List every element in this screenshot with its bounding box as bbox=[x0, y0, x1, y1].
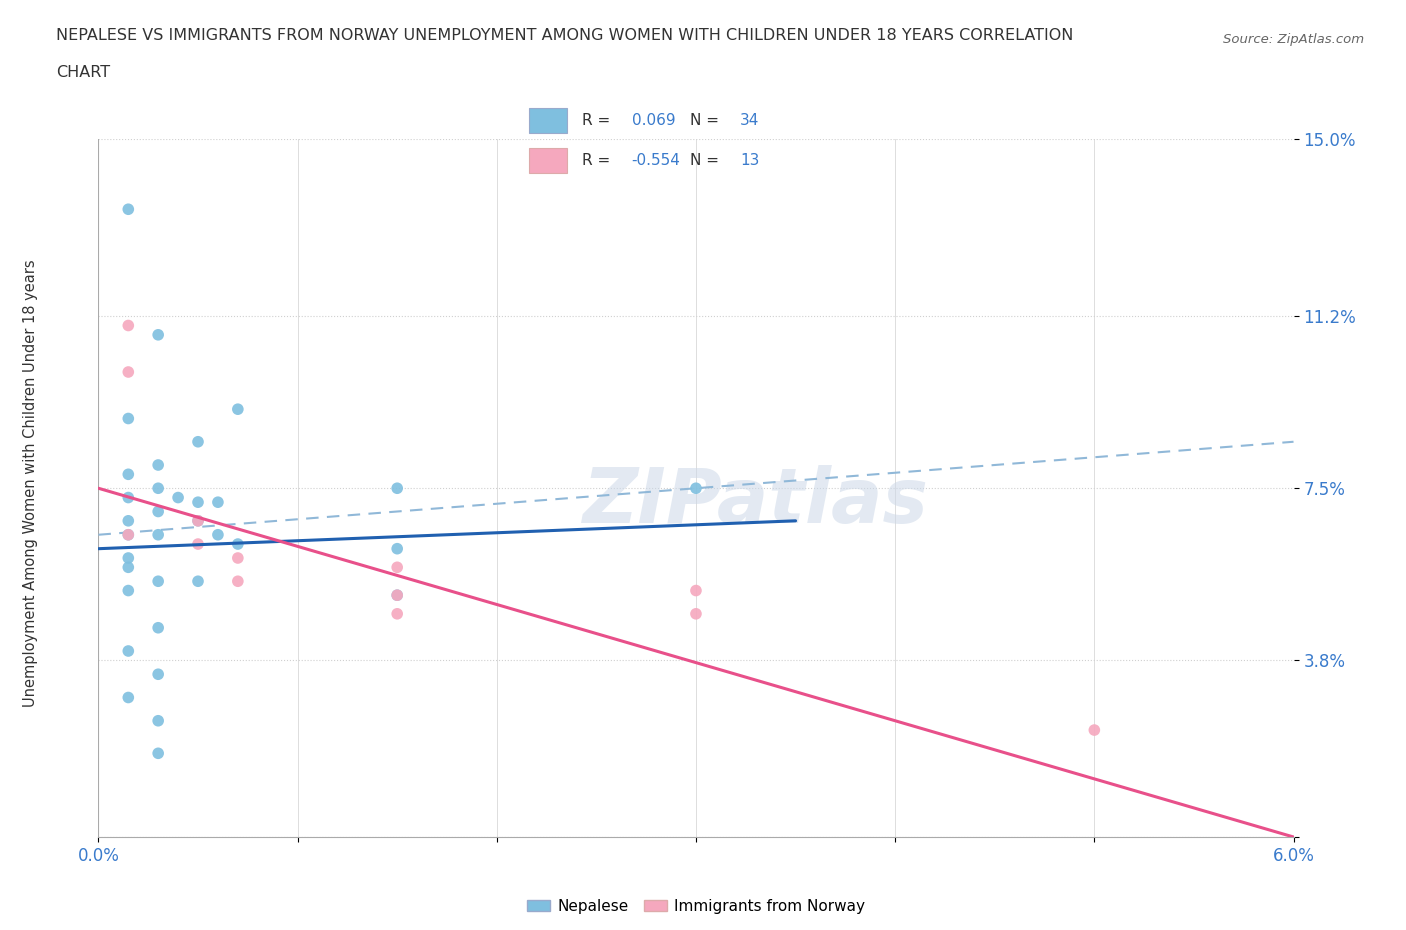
Text: 13: 13 bbox=[740, 153, 759, 168]
Text: NEPALESE VS IMMIGRANTS FROM NORWAY UNEMPLOYMENT AMONG WOMEN WITH CHILDREN UNDER : NEPALESE VS IMMIGRANTS FROM NORWAY UNEMP… bbox=[56, 28, 1074, 43]
Text: N =: N = bbox=[690, 153, 720, 168]
Point bbox=[685, 583, 707, 598]
Point bbox=[148, 327, 170, 342]
Point bbox=[187, 537, 209, 551]
Text: N =: N = bbox=[690, 113, 720, 128]
Point bbox=[187, 513, 209, 528]
Text: Unemployment Among Women with Children Under 18 years: Unemployment Among Women with Children U… bbox=[24, 259, 38, 708]
Text: 34: 34 bbox=[740, 113, 759, 128]
Point bbox=[117, 202, 139, 217]
Point bbox=[385, 541, 409, 556]
Point bbox=[117, 551, 139, 565]
Text: ZIPatlas: ZIPatlas bbox=[582, 465, 929, 539]
Text: 0.069: 0.069 bbox=[631, 113, 675, 128]
Point bbox=[226, 537, 249, 551]
Point bbox=[148, 713, 170, 728]
Point bbox=[117, 690, 139, 705]
Point bbox=[187, 434, 209, 449]
Point bbox=[1083, 723, 1105, 737]
Point bbox=[385, 588, 409, 603]
Point bbox=[685, 606, 707, 621]
Point bbox=[207, 527, 229, 542]
Text: R =: R = bbox=[582, 113, 610, 128]
Point bbox=[117, 411, 139, 426]
Point bbox=[148, 667, 170, 682]
Point bbox=[385, 606, 409, 621]
Point bbox=[148, 504, 170, 519]
Point bbox=[187, 513, 209, 528]
Point bbox=[187, 574, 209, 589]
Point bbox=[117, 644, 139, 658]
Text: R =: R = bbox=[582, 153, 610, 168]
Point bbox=[385, 588, 409, 603]
Point bbox=[117, 365, 139, 379]
Point bbox=[117, 513, 139, 528]
Point bbox=[226, 551, 249, 565]
Point bbox=[117, 560, 139, 575]
Point bbox=[117, 527, 139, 542]
FancyBboxPatch shape bbox=[530, 148, 567, 173]
Text: CHART: CHART bbox=[56, 65, 110, 80]
Point bbox=[117, 583, 139, 598]
Point bbox=[385, 481, 409, 496]
Legend: Nepalese, Immigrants from Norway: Nepalese, Immigrants from Norway bbox=[520, 893, 872, 920]
Point bbox=[117, 490, 139, 505]
Point bbox=[207, 495, 229, 510]
Text: Source: ZipAtlas.com: Source: ZipAtlas.com bbox=[1223, 33, 1364, 46]
Point bbox=[226, 574, 249, 589]
Point bbox=[117, 467, 139, 482]
Point bbox=[148, 458, 170, 472]
Point bbox=[385, 560, 409, 575]
Point bbox=[187, 495, 209, 510]
Point bbox=[117, 527, 139, 542]
Point bbox=[148, 620, 170, 635]
FancyBboxPatch shape bbox=[530, 108, 567, 133]
Point bbox=[148, 746, 170, 761]
Point bbox=[148, 481, 170, 496]
Point bbox=[167, 490, 190, 505]
Point bbox=[148, 527, 170, 542]
Point bbox=[685, 481, 707, 496]
Point bbox=[117, 318, 139, 333]
Text: -0.554: -0.554 bbox=[631, 153, 681, 168]
Point bbox=[226, 402, 249, 417]
Point bbox=[148, 574, 170, 589]
